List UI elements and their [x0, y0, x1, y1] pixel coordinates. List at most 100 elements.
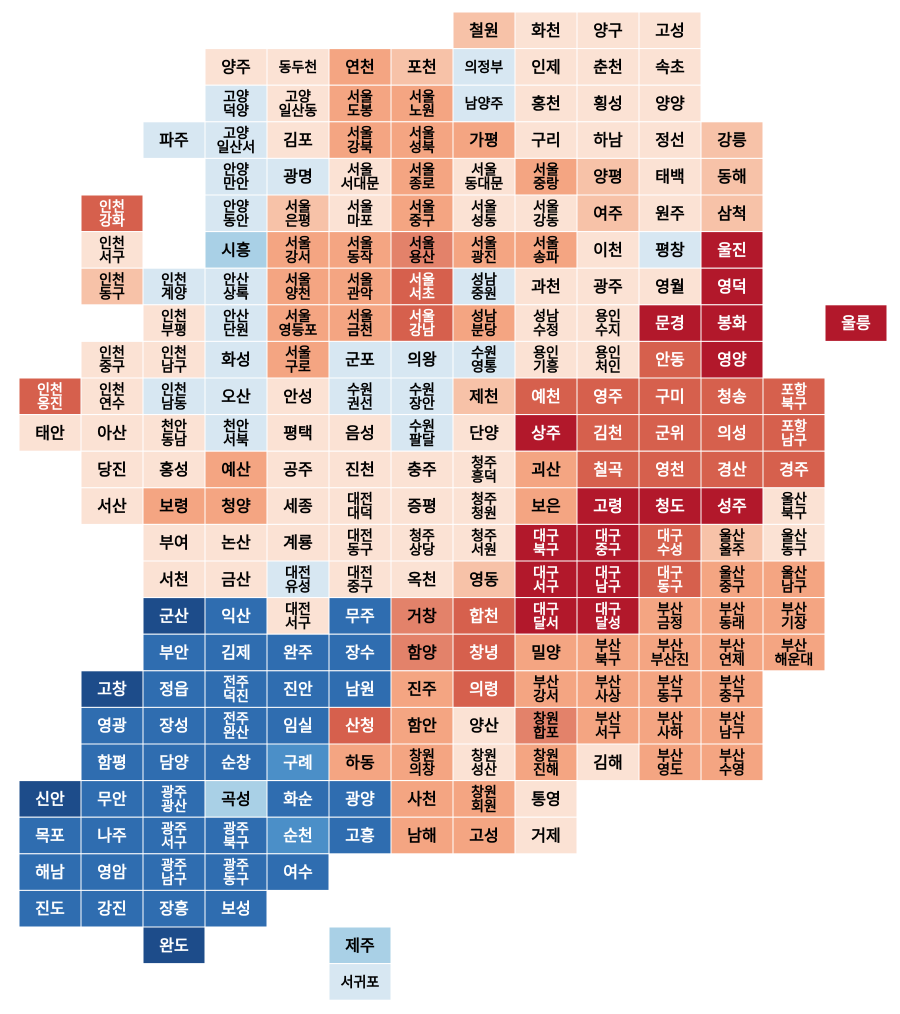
district-tile: 세종 [266, 487, 330, 525]
district-label: 여수 [283, 863, 313, 882]
district-label: 덕진 [223, 688, 249, 705]
district-label: 동작 [347, 249, 373, 266]
district-label: 부산 [595, 711, 621, 728]
district-tile: 괴산 [514, 450, 578, 489]
district-label: 서구 [595, 726, 621, 742]
district-label: 인천 [161, 345, 187, 362]
district-tile: 창녕 [452, 633, 516, 672]
district-tile: 군위 [638, 414, 702, 452]
district-tile: 성주 [700, 487, 764, 525]
district-tile: 밀양 [514, 633, 578, 672]
district-label: 군위 [655, 423, 684, 442]
district-tile: 청양 [204, 487, 268, 525]
district-tile: 봉화 [700, 304, 764, 342]
tile [576, 121, 640, 159]
district-label: 증평 [407, 497, 436, 516]
district-label: 서울 [347, 162, 373, 179]
tile [390, 48, 454, 86]
district-label: 서울 [347, 235, 373, 252]
district-label: 영광 [97, 716, 127, 735]
district-label: 합포 [533, 725, 559, 742]
district-tile: 부안 [142, 633, 206, 672]
district-tile: 영천 [638, 450, 702, 489]
district-tile: 홍성 [142, 450, 206, 489]
district-label: 이천 [593, 240, 622, 259]
tile [390, 340, 454, 379]
district-tile: 임실 [266, 706, 330, 745]
district-label: 합천 [469, 606, 498, 625]
tile [266, 560, 330, 599]
district-label: 인천 [99, 345, 125, 362]
tile [700, 157, 764, 196]
district-label: 남구 [781, 578, 807, 595]
district-label: 인천 [99, 198, 125, 215]
tile [638, 194, 702, 233]
district-tile: 파주 [142, 121, 206, 159]
tile [638, 706, 702, 745]
district-label: 동안 [223, 212, 249, 229]
district-label: 양산 [469, 716, 499, 735]
district-label: 고창 [97, 680, 127, 699]
tile [204, 267, 268, 306]
district-label: 보령 [159, 497, 188, 516]
district-tile: 상주 [514, 414, 578, 452]
district-label: 전주 [223, 711, 249, 728]
district-label: 장성 [159, 716, 188, 735]
district-label: 화순 [283, 789, 313, 808]
tile [204, 670, 268, 708]
district-label: 서울 [285, 308, 311, 325]
district-tile: 화천 [514, 11, 578, 50]
district-label: 영도 [657, 761, 683, 778]
district-tile: 완도 [142, 926, 206, 965]
district-label: 창원 [471, 747, 497, 764]
district-label: 화성 [221, 350, 250, 369]
district-tile: 함안 [390, 706, 454, 745]
tile [80, 816, 144, 855]
tile [390, 597, 454, 635]
district-label: 서울 [409, 235, 435, 252]
district-label: 무주 [345, 606, 375, 625]
district-label: 동남 [161, 432, 187, 449]
district-label: 대구 [595, 565, 621, 581]
tile [204, 560, 268, 599]
district-label: 흥덕 [471, 469, 497, 486]
district-label: 중구 [719, 689, 745, 705]
district-tile: 옥천 [390, 560, 454, 599]
district-tile: 구례 [266, 743, 330, 782]
tile [204, 889, 268, 928]
district-label: 김해 [593, 753, 622, 772]
district-label: 순천 [283, 826, 312, 845]
district-label: 인천 [161, 308, 187, 325]
district-tile: 신안 [18, 780, 82, 818]
district-label: 예산 [221, 460, 251, 479]
district-label: 옥천 [407, 570, 436, 589]
district-label: 청도 [655, 497, 685, 516]
district-label: 처인 [595, 359, 621, 376]
district-tile: 구미 [638, 377, 702, 416]
district-label: 부안 [159, 643, 189, 662]
district-label: 서울 [471, 235, 497, 252]
tile [328, 816, 392, 855]
district-label: 순창 [221, 753, 251, 772]
tile [266, 633, 330, 672]
district-tile: 순천 [266, 816, 330, 855]
tile [390, 267, 454, 306]
tile [204, 121, 268, 159]
district-label: 서원 [471, 543, 497, 559]
district-label: 파주 [159, 131, 189, 150]
district-label: 시흥 [221, 240, 251, 259]
district-label: 제천 [469, 387, 498, 406]
district-label: 연제 [719, 653, 745, 669]
